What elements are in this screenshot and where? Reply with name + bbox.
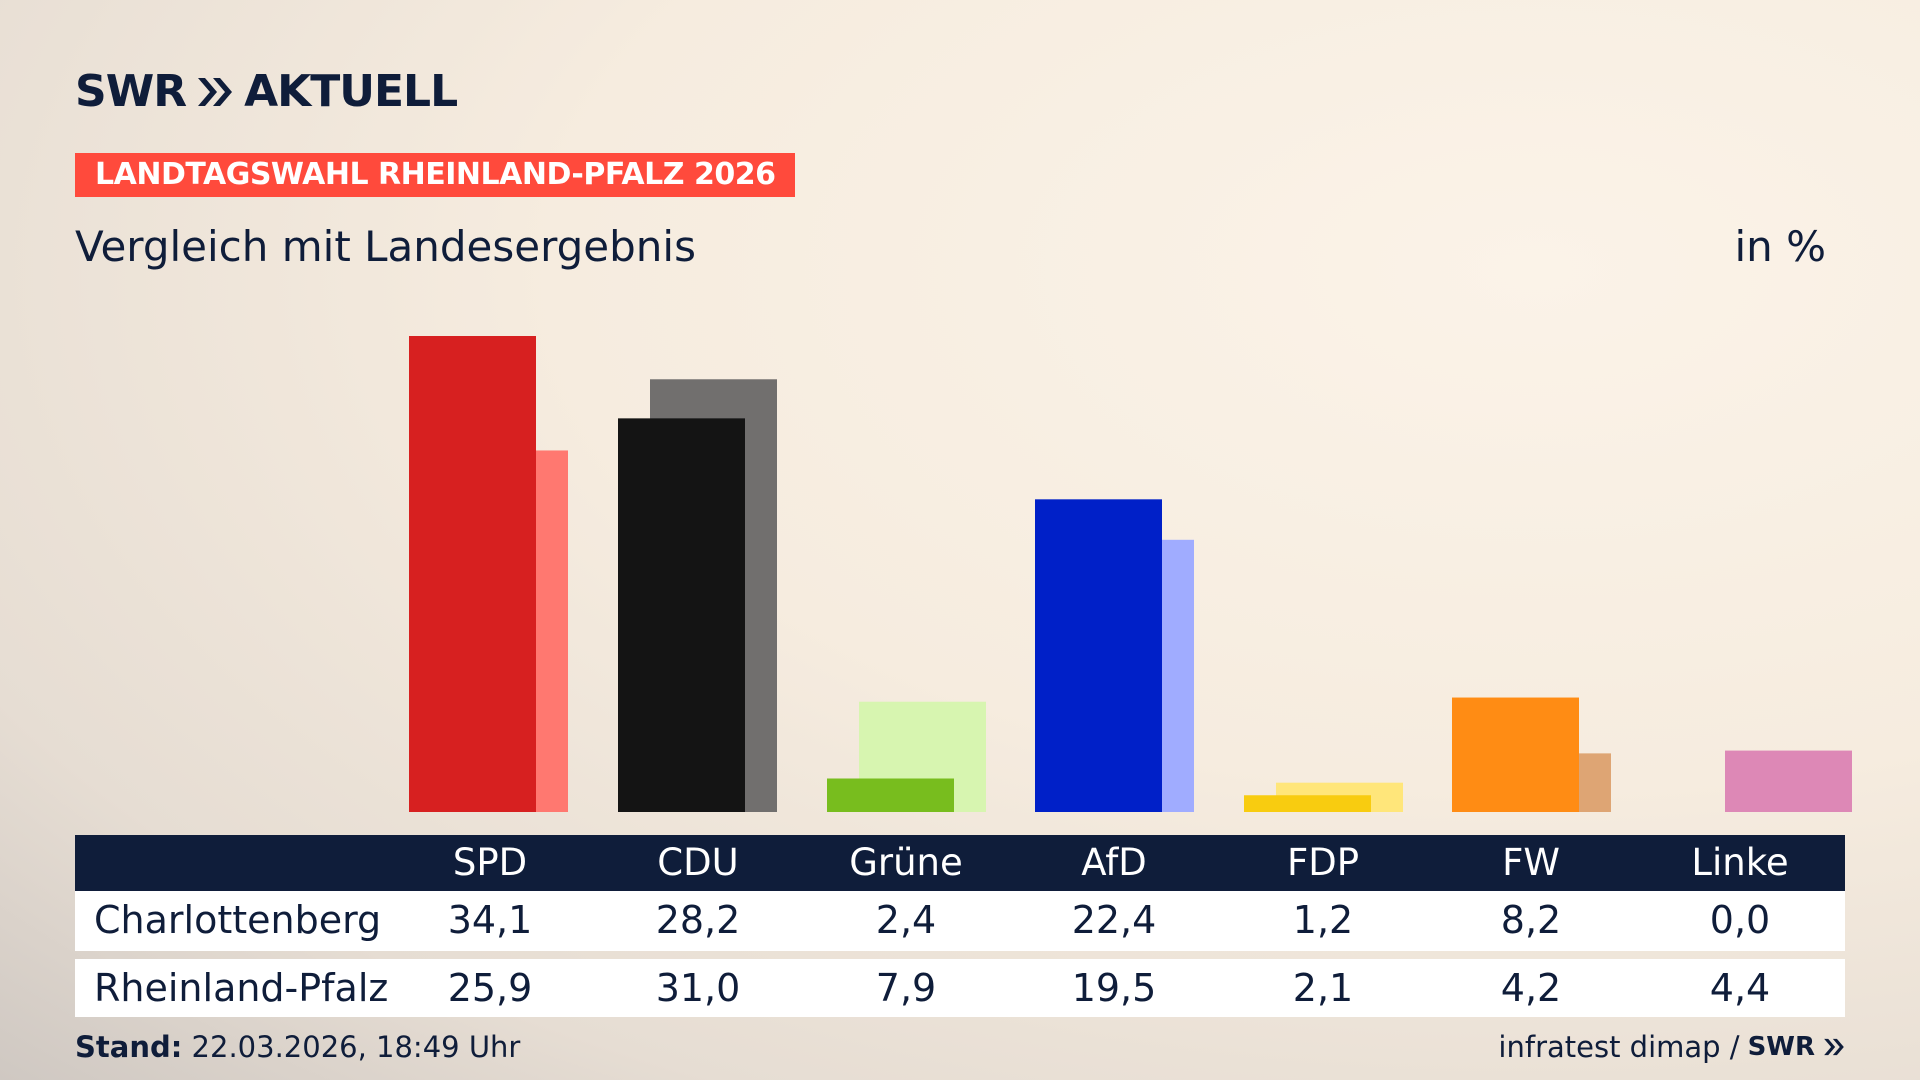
table-cell: 8,2 [1500,898,1562,942]
table-header: SPD CDU Grüne AfD FDP FW Linke [75,835,1845,891]
bar-local-grüne [827,778,954,812]
column-header: Linke [1691,841,1789,884]
unit-label: in % [1734,222,1826,271]
table-row: Charlottenberg 34,1 28,2 2,4 22,4 1,2 8,2 0,0 [75,891,1845,951]
column-header: SPD [452,841,528,884]
table-row: Rheinland-Pfalz 25,9 31,0 7,9 19,5 2,1 4,2 4,4 [75,959,1845,1017]
source-brand: SWR [1747,1032,1815,1062]
bar-local-cdu [618,418,745,812]
table-cell: 31,0 [655,966,741,1010]
bar-local-fw [1452,697,1579,812]
table-cell: 4,2 [1500,966,1562,1010]
table-cell: 4,4 [1709,966,1771,1010]
chevrons-icon [198,77,233,106]
row-label: Rheinland-Pfalz [94,966,389,1010]
chart-subtitle: Vergleich mit Landesergebnis [75,222,696,271]
table-cell: 2,1 [1292,966,1354,1010]
logo-swr-text: SWR [75,66,187,117]
column-header: CDU [657,841,739,884]
table-cell: 28,2 [655,898,741,942]
table-cell: 22,4 [1071,898,1157,942]
chevrons-small-icon [1824,1038,1844,1056]
table-cell: 0,0 [1709,898,1771,942]
table-cell: 25,9 [447,966,533,1010]
table-cell: 19,5 [1071,966,1157,1010]
column-header: FW [1502,841,1560,884]
results-table: SPD CDU Grüne AfD FDP FW Linke Charlottenberg … [75,835,1845,1017]
stand-value: 22.03.2026, 18:49 Uhr [191,1030,521,1064]
swr-aktuell-logo: SWR AKTUELL [75,66,458,117]
source-text: infratest dimap / [1498,1030,1740,1064]
bar-state-fw [1484,753,1611,812]
bar-local-spd [409,336,536,812]
timestamp: Stand: 22.03.2026, 18:49 Uhr [75,1030,520,1064]
source-credit: infratest dimap / SWR [1498,1030,1845,1064]
bar-state-cdu [650,379,777,812]
election-tag: LANDTAGSWAHL RHEINLAND-PFALZ 2026 [75,153,796,197]
bar-local-fdp [1244,795,1371,812]
bar-state-grüne [859,701,986,812]
table-cell: 1,2 [1292,898,1354,942]
bar-local-afd [1035,499,1162,812]
bar-state-spd [441,450,568,812]
bar-state-linke [1725,750,1852,812]
table-cell: 34,1 [447,898,533,942]
stand-label: Stand: [75,1030,183,1064]
row-label: Charlottenberg [94,898,382,942]
column-header: FDP [1286,841,1360,884]
table-cell: 7,9 [875,966,937,1010]
bar-state-fdp [1276,782,1403,812]
logo-aktuell-text: AKTUELL [244,66,458,117]
table-cell: 2,4 [875,898,937,942]
column-header: AfD [1081,841,1147,884]
column-header: Grüne [849,841,963,884]
bar-state-afd [1067,539,1194,812]
